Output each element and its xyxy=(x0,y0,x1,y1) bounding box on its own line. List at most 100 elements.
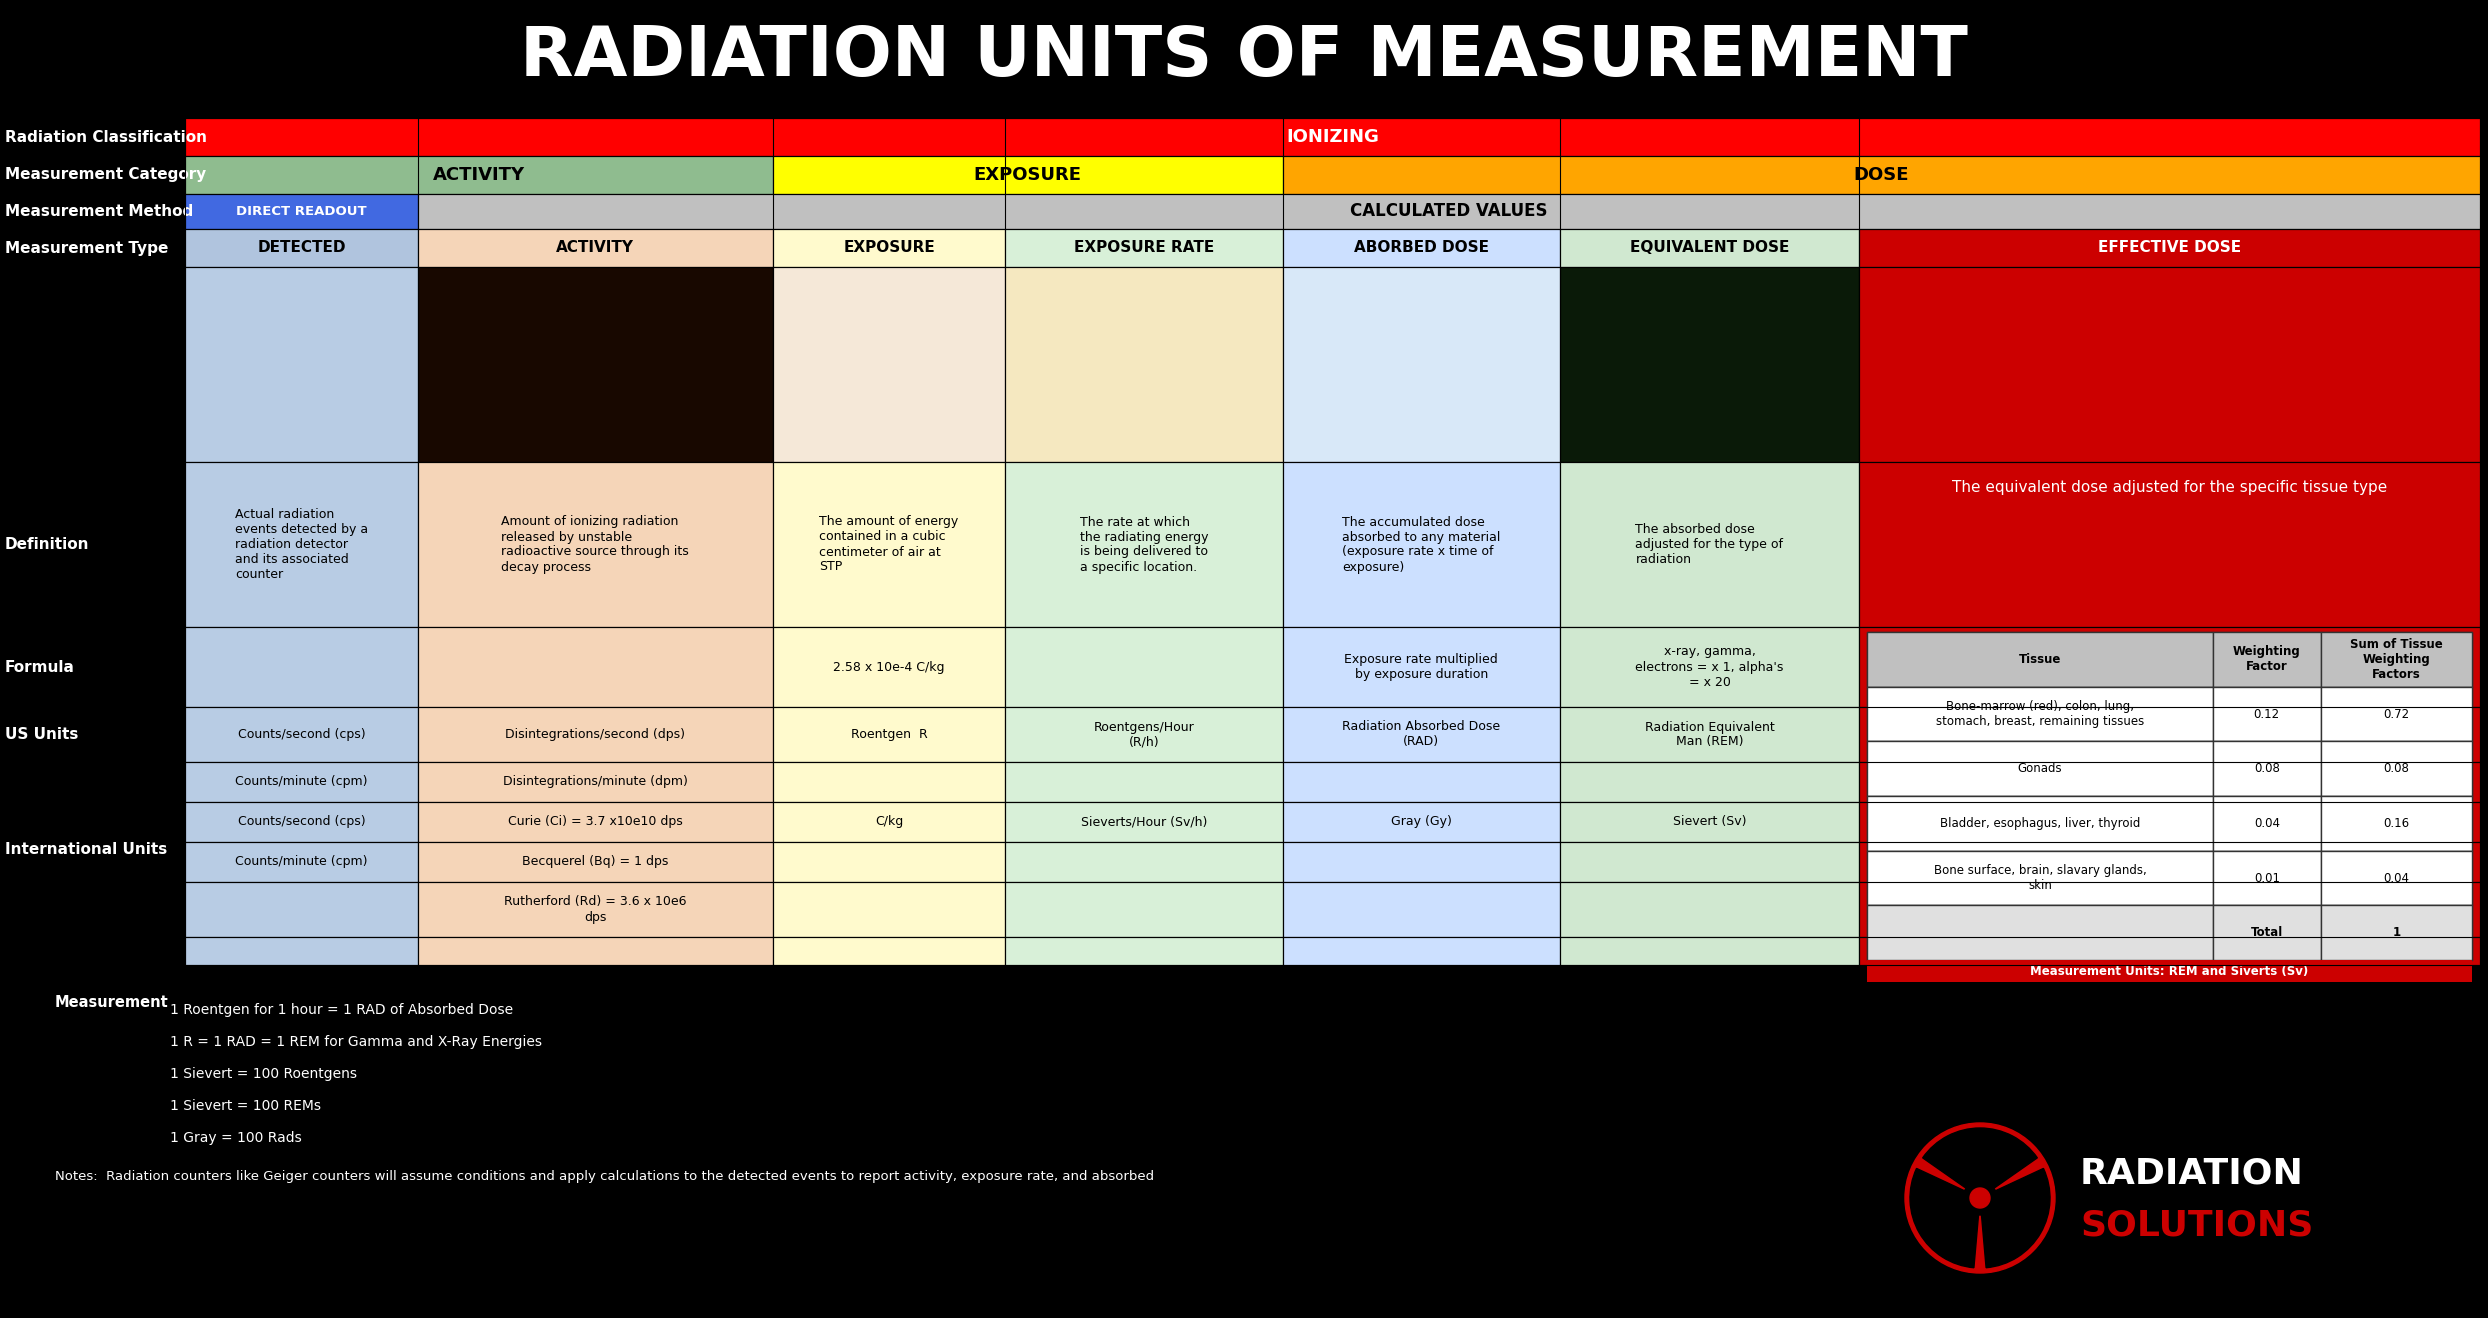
FancyBboxPatch shape xyxy=(774,801,1005,842)
FancyBboxPatch shape xyxy=(418,706,774,762)
Text: US Units: US Units xyxy=(5,728,80,742)
Text: Disintegrations/minute (dpm): Disintegrations/minute (dpm) xyxy=(503,775,687,788)
FancyBboxPatch shape xyxy=(774,937,1005,965)
Text: CALCULATED VALUES: CALCULATED VALUES xyxy=(1351,203,1548,220)
Text: EXPOSURE: EXPOSURE xyxy=(973,166,1082,185)
Text: The equivalent dose adjusted for the specific tissue type: The equivalent dose adjusted for the spe… xyxy=(1953,480,2386,496)
FancyBboxPatch shape xyxy=(1866,633,2212,687)
Wedge shape xyxy=(1923,1128,2038,1189)
FancyBboxPatch shape xyxy=(1560,937,1859,965)
FancyBboxPatch shape xyxy=(2212,687,2321,741)
FancyBboxPatch shape xyxy=(184,627,418,706)
Text: RADIATION: RADIATION xyxy=(2080,1156,2304,1190)
FancyBboxPatch shape xyxy=(1866,850,2473,905)
FancyBboxPatch shape xyxy=(1859,463,2481,627)
Text: Formula: Formula xyxy=(5,659,75,675)
FancyBboxPatch shape xyxy=(2321,741,2473,796)
Text: The absorbed dose
adjusted for the type of
radiation: The absorbed dose adjusted for the type … xyxy=(1635,523,1784,565)
Text: IONIZING: IONIZING xyxy=(1286,128,1378,146)
Text: DOSE: DOSE xyxy=(1854,166,1908,185)
FancyBboxPatch shape xyxy=(1859,706,2481,762)
FancyBboxPatch shape xyxy=(774,882,1005,937)
FancyBboxPatch shape xyxy=(1005,706,1284,762)
FancyBboxPatch shape xyxy=(418,194,2481,229)
Text: Disintegrations/second (dps): Disintegrations/second (dps) xyxy=(505,728,684,741)
FancyBboxPatch shape xyxy=(184,937,418,965)
Text: C/kg: C/kg xyxy=(876,816,903,829)
FancyBboxPatch shape xyxy=(1560,882,1859,937)
FancyBboxPatch shape xyxy=(774,706,1005,762)
FancyBboxPatch shape xyxy=(184,801,418,842)
FancyBboxPatch shape xyxy=(1560,268,1859,463)
Text: Definition: Definition xyxy=(5,536,90,552)
Text: The rate at which
the radiating energy
is being delivered to
a specific location: The rate at which the radiating energy i… xyxy=(1080,515,1209,573)
Text: 0.04: 0.04 xyxy=(2254,817,2279,830)
FancyBboxPatch shape xyxy=(1866,687,2473,741)
FancyBboxPatch shape xyxy=(1005,801,1284,842)
FancyBboxPatch shape xyxy=(184,229,418,268)
FancyBboxPatch shape xyxy=(418,463,774,627)
Text: Roentgens/Hour
(R/h): Roentgens/Hour (R/h) xyxy=(1095,721,1194,749)
Text: 0.04: 0.04 xyxy=(2384,871,2408,884)
Text: EFFECTIVE DOSE: EFFECTIVE DOSE xyxy=(2097,240,2242,256)
Text: 1: 1 xyxy=(2393,927,2401,940)
Text: RADIATION UNITS OF MEASUREMENT: RADIATION UNITS OF MEASUREMENT xyxy=(520,22,1968,90)
Wedge shape xyxy=(1911,1169,1978,1268)
FancyBboxPatch shape xyxy=(1005,463,1284,627)
Text: 0.01: 0.01 xyxy=(2254,871,2279,884)
Text: Tissue: Tissue xyxy=(2018,652,2060,666)
Text: Gray (Gy): Gray (Gy) xyxy=(1391,816,1451,829)
Text: Notes:  Radiation counters like Geiger counters will assume conditions and apply: Notes: Radiation counters like Geiger co… xyxy=(55,1170,1154,1184)
FancyBboxPatch shape xyxy=(184,463,418,627)
FancyBboxPatch shape xyxy=(2321,633,2473,687)
Text: EXPOSURE: EXPOSURE xyxy=(843,240,935,256)
FancyBboxPatch shape xyxy=(1866,633,2473,687)
FancyBboxPatch shape xyxy=(1284,627,1560,706)
FancyBboxPatch shape xyxy=(1866,741,2473,796)
FancyBboxPatch shape xyxy=(2321,687,2473,741)
Text: 1 Roentgen for 1 hour = 1 RAD of Absorbed Dose: 1 Roentgen for 1 hour = 1 RAD of Absorbe… xyxy=(169,1003,513,1017)
FancyBboxPatch shape xyxy=(1560,706,1859,762)
FancyBboxPatch shape xyxy=(184,706,418,762)
Text: The accumulated dose
absorbed to any material
(exposure rate x time of
exposure): The accumulated dose absorbed to any mat… xyxy=(1341,515,1500,573)
Text: Bladder, esophagus, liver, thyroid: Bladder, esophagus, liver, thyroid xyxy=(1941,817,2140,830)
Circle shape xyxy=(1963,1181,1998,1215)
FancyBboxPatch shape xyxy=(1284,268,1560,463)
Text: 1 Sievert = 100 REMs: 1 Sievert = 100 REMs xyxy=(169,1099,321,1112)
FancyBboxPatch shape xyxy=(1005,842,1284,882)
Text: EXPOSURE RATE: EXPOSURE RATE xyxy=(1075,240,1214,256)
Text: Bone-marrow (red), colon, lung,
stomach, breast, remaining tissues: Bone-marrow (red), colon, lung, stomach,… xyxy=(1936,700,2145,728)
Text: 0.12: 0.12 xyxy=(2254,708,2279,721)
Text: Amount of ionizing radiation
released by unstable
radioactive source through its: Amount of ionizing radiation released by… xyxy=(503,515,689,573)
FancyBboxPatch shape xyxy=(774,627,1005,706)
FancyBboxPatch shape xyxy=(418,937,774,965)
Text: Counts/second (cps): Counts/second (cps) xyxy=(236,816,366,829)
Text: 2.58 x 10e-4 C/kg: 2.58 x 10e-4 C/kg xyxy=(833,660,945,673)
Text: Counts/minute (cpm): Counts/minute (cpm) xyxy=(236,855,368,869)
FancyBboxPatch shape xyxy=(1866,850,2212,905)
FancyBboxPatch shape xyxy=(774,229,1005,268)
Text: International Units: International Units xyxy=(5,842,167,857)
FancyBboxPatch shape xyxy=(1005,627,1284,706)
Circle shape xyxy=(1906,1123,2055,1273)
FancyBboxPatch shape xyxy=(418,268,774,463)
FancyBboxPatch shape xyxy=(1560,463,1859,627)
FancyBboxPatch shape xyxy=(774,268,1005,463)
FancyBboxPatch shape xyxy=(1284,842,1560,882)
FancyBboxPatch shape xyxy=(774,842,1005,882)
FancyBboxPatch shape xyxy=(2321,905,2473,960)
Text: Measurement Category: Measurement Category xyxy=(5,167,207,182)
FancyBboxPatch shape xyxy=(1005,882,1284,937)
Text: DIRECT READOUT: DIRECT READOUT xyxy=(236,206,366,217)
FancyBboxPatch shape xyxy=(184,194,418,229)
FancyBboxPatch shape xyxy=(774,762,1005,801)
FancyBboxPatch shape xyxy=(418,229,774,268)
Text: EQUIVALENT DOSE: EQUIVALENT DOSE xyxy=(1630,240,1789,256)
Text: 0.16: 0.16 xyxy=(2384,817,2408,830)
Text: Becquerel (Bq) = 1 dps: Becquerel (Bq) = 1 dps xyxy=(522,855,669,869)
Text: Roentgen  R: Roentgen R xyxy=(851,728,928,741)
FancyBboxPatch shape xyxy=(1859,229,2481,268)
Text: Gonads: Gonads xyxy=(2018,762,2063,775)
Text: 0.08: 0.08 xyxy=(2254,762,2279,775)
FancyBboxPatch shape xyxy=(2321,796,2473,850)
